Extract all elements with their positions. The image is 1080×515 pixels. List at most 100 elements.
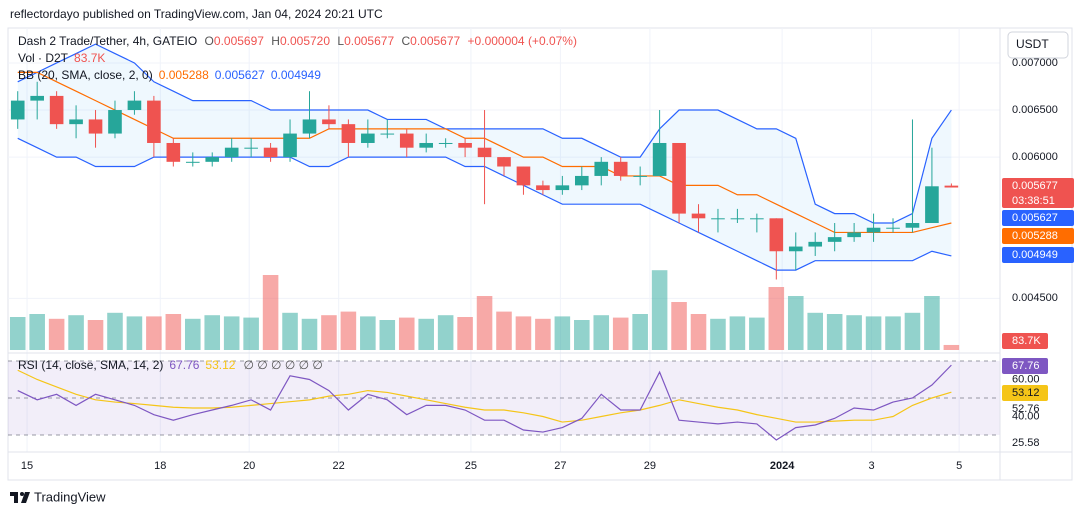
- candle-body: [905, 223, 920, 228]
- candle-body: [127, 100, 142, 111]
- last-price: 0.005677: [1012, 180, 1058, 192]
- symbol[interactable]: Dash 2 Trade/Tether, 4h, GATEIO: [18, 34, 197, 48]
- x-tick-label: 25: [465, 460, 477, 472]
- candle-body: [322, 119, 336, 125]
- volume-bar: [593, 315, 610, 350]
- volume-bar: [68, 315, 84, 350]
- volume-bar: [904, 312, 921, 350]
- candle-body: [808, 241, 823, 247]
- candle-body: [613, 161, 628, 176]
- ohlc-value: 0.005697: [214, 34, 264, 48]
- candle-body: [574, 175, 589, 186]
- y-tick-label: 0.006000: [1012, 151, 1058, 163]
- bb-upper-value: 0.005627: [1012, 212, 1058, 224]
- legend-bb: BB (20, SMA, close, 2, 0) 0.005288 0.00562…: [18, 68, 321, 82]
- volume-bar: [29, 314, 45, 350]
- candle-body: [88, 119, 103, 134]
- candle-body: [361, 133, 375, 143]
- candle-body: [477, 147, 492, 158]
- ohlc-value: 0.005720: [280, 34, 330, 48]
- candle-body: [185, 161, 200, 163]
- volume-bar: [204, 315, 221, 350]
- volume-bar: [885, 316, 901, 350]
- volume-bar: [535, 318, 551, 350]
- candle-body: [944, 185, 959, 188]
- currency-label: USDT: [1016, 37, 1049, 51]
- candle-body: [769, 218, 784, 252]
- volume-bar: [146, 316, 162, 350]
- x-tick-label: 22: [333, 460, 345, 472]
- volume-bar: [515, 316, 532, 350]
- volume-bar: [340, 311, 357, 350]
- bb-middle-tag: [1002, 228, 1074, 244]
- candle-body: [672, 142, 686, 214]
- volume-bar: [632, 314, 648, 350]
- candle-body: [224, 147, 239, 158]
- candle-body: [633, 175, 647, 177]
- volume-bar: [768, 287, 785, 350]
- candle-body: [341, 124, 356, 143]
- x-tick-label: 5: [956, 460, 962, 472]
- rsi-line: [17, 364, 952, 441]
- candle-body: [536, 185, 550, 191]
- volume-bar: [865, 316, 882, 350]
- bb-label[interactable]: BB (20, SMA, close, 2, 0): [18, 68, 153, 82]
- rsi-axis-tag: 52.76: [1012, 403, 1040, 415]
- ohlc-key: C: [401, 34, 410, 48]
- candle-body: [147, 100, 161, 143]
- rsi-sma-tag-value: 53.12: [1012, 387, 1040, 399]
- bb-value: 0.004949: [271, 68, 321, 82]
- candle-body: [49, 95, 64, 125]
- candle-body: [166, 142, 181, 162]
- y-tick-label: 0.007000: [1012, 57, 1058, 69]
- candle-body: [594, 161, 609, 176]
- volume-bar: [574, 320, 590, 350]
- ohlc-key: H: [271, 34, 280, 48]
- volume-bar: [418, 318, 434, 350]
- candle-body: [750, 218, 764, 220]
- rsi-tick-label: 60.00: [1012, 373, 1040, 385]
- volume-bar: [360, 316, 376, 350]
- volume-bar: [457, 317, 473, 350]
- last-price-tag: [1002, 178, 1074, 208]
- candle-body: [788, 246, 803, 252]
- candle-body: [10, 100, 25, 120]
- candle-body: [730, 218, 745, 220]
- volume-bar: [262, 275, 279, 350]
- rsi-label[interactable]: RSI (14, close, SMA, 14, 2): [18, 358, 163, 372]
- volume-bar: [321, 315, 337, 350]
- candle-body: [691, 213, 706, 219]
- candle-body: [827, 237, 842, 242]
- volume-label[interactable]: Vol · D2T: [18, 51, 69, 65]
- candle-body: [263, 147, 278, 158]
- candle-body: [652, 142, 667, 176]
- volume-bar: [48, 318, 65, 350]
- ohlc-key: O: [205, 34, 214, 48]
- header: reflectordayo published on TradingView.c…: [10, 7, 383, 21]
- volume-bar: [476, 296, 493, 350]
- volume-bar: [223, 316, 240, 350]
- rsi-value: 67.76: [169, 358, 199, 372]
- candle-body: [866, 227, 881, 233]
- rsi-axis-tag: 25.58: [1012, 437, 1040, 449]
- rsi-sma-value: 53.12: [205, 358, 235, 372]
- rsi-tag: [1002, 358, 1048, 374]
- bb-middle-value: 0.005288: [1012, 230, 1058, 242]
- candle-body: [283, 133, 297, 158]
- volume-bar: [690, 314, 707, 350]
- currency-button[interactable]: [1007, 31, 1069, 59]
- bb-value: 0.005288: [159, 68, 209, 82]
- volume-bar: [554, 316, 571, 350]
- x-tick-label: 15: [21, 460, 33, 472]
- volume-bar: [710, 318, 726, 350]
- volume-bar: [126, 316, 143, 350]
- rsi-lines: [17, 364, 952, 441]
- volume-bar: [807, 312, 823, 350]
- legend-main: Dash 2 Trade/Tether, 4h, GATEIO O0.00569…: [18, 34, 577, 48]
- volume-bar: [496, 311, 512, 350]
- x-tick-label: 18: [154, 460, 166, 472]
- rsi-tick-label: 40.00: [1012, 410, 1040, 422]
- legend-volume: Vol · D2T 83.7K: [18, 51, 105, 65]
